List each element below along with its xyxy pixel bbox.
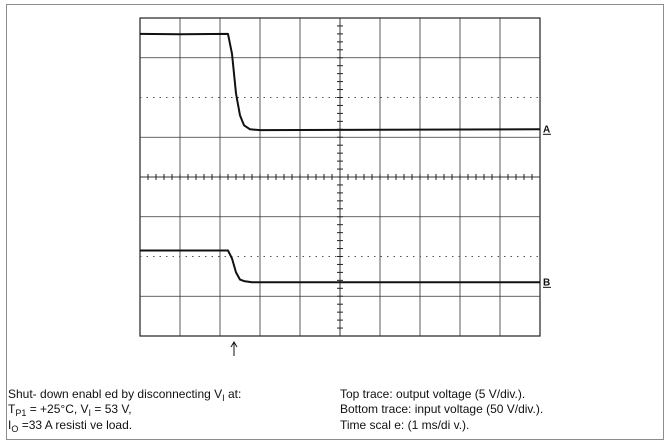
caption-text: T: [8, 402, 16, 416]
up-arrow-icon: [230, 341, 238, 356]
caption-text: at:: [224, 387, 242, 401]
trace-b: [140, 249, 540, 284]
caption-subscript: I: [222, 393, 225, 403]
caption-text: Shut- down enabl ed by disconnecting V: [8, 387, 223, 401]
trigger-marker: [230, 341, 238, 356]
caption-text: I: [8, 418, 12, 432]
grid: [139, 17, 541, 337]
caption-left-line3: IO =33 A resisti ve load.: [8, 417, 132, 434]
caption-right-line3: Time scal e: (1 ms/di v.).: [340, 418, 470, 432]
trace-label-b: B: [543, 277, 550, 288]
caption-right-line1: Top trace: output voltage (5 V/div.).: [340, 387, 526, 401]
caption-text: = +25°C, V: [26, 402, 89, 416]
trace-label-a: A: [543, 124, 550, 135]
caption-text: = 53 V,: [91, 402, 132, 416]
caption-right-line2: Bottom trace: input voltage (50 V/div.).: [340, 402, 544, 416]
caption-subscript: I: [88, 408, 92, 418]
caption-subscript: P1: [15, 408, 27, 418]
caption-left-line2: TP1 = +25°C, VI = 53 V,: [8, 401, 132, 418]
figure-frame: [6, 4, 664, 440]
caption-left-line1: Shut- down enabl ed by disconnecting VI …: [8, 386, 241, 403]
trace-a: [139, 32, 541, 132]
caption-text: =33 A resisti ve load.: [18, 418, 133, 432]
traces: [139, 32, 541, 284]
caption-subscript: O: [11, 424, 19, 434]
trace-labels: AB: [543, 124, 551, 288]
